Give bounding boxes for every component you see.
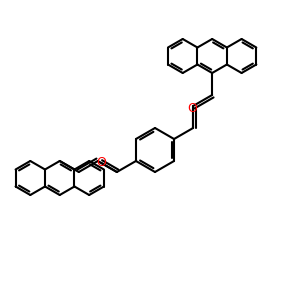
Text: O: O: [187, 102, 197, 115]
Text: O: O: [96, 156, 106, 170]
